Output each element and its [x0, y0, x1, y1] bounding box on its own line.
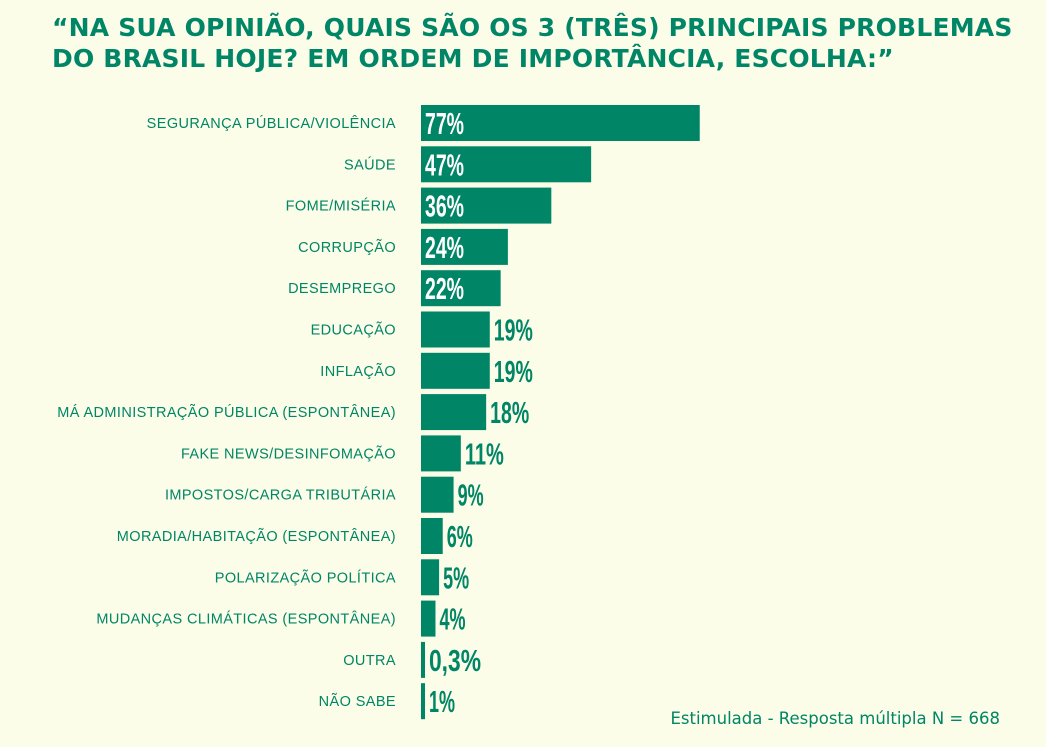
bar: [421, 228, 508, 265]
value-label: 11%: [465, 436, 504, 471]
category-label: OUTRA: [343, 653, 396, 669]
category-label: MÁ ADMINISTRAÇÃO PÚBLICA (ESPONTÂNEA): [57, 404, 396, 421]
bar: [421, 435, 461, 472]
bars-layer: SEGURANÇA PÚBLICA/VIOLÊNCIA 77% SAÚDE 47% FO…: [57, 105, 700, 720]
category-label: EDUCAÇÃO: [311, 322, 396, 339]
category-label: SEGURANÇA PÚBLICA/VIOLÊNCIA: [147, 115, 396, 132]
bar: [421, 476, 454, 513]
value-label: 9%: [458, 478, 484, 513]
chart-title-line-1: “NA SUA OPINIÃO, QUAIS SÃO OS 3 (TRÊS) P…: [52, 13, 1013, 42]
value-label: 19%: [494, 313, 533, 348]
bar: [421, 352, 490, 389]
value-label: 47%: [425, 147, 464, 182]
bar: [421, 559, 440, 596]
value-label: 0,3%: [429, 643, 481, 678]
chart-footnote: Estimulada - Resposta múltipla N = 668: [670, 709, 1000, 728]
value-label: 36%: [425, 189, 464, 224]
bar: [421, 270, 501, 307]
bar: [421, 394, 487, 431]
category-label: FAKE NEWS/DESINFOMAÇÃO: [181, 445, 396, 462]
bar: [421, 518, 443, 554]
value-label: 6%: [447, 519, 473, 554]
bar: [421, 105, 700, 141]
bar: [421, 600, 436, 637]
chart-title: “NA SUA OPINIÃO, QUAIS SÃO OS 3 (TRÊS) P…: [52, 12, 1012, 74]
bar: [421, 683, 425, 720]
value-label: 22%: [425, 271, 464, 306]
category-label: MUDANÇAS CLIMÁTICAS (ESPONTÂNEA): [96, 611, 396, 628]
bar: [421, 146, 592, 183]
value-label: 77%: [425, 106, 464, 141]
value-label: 24%: [425, 230, 464, 265]
category-label: IMPOSTOS/CARGA TRIBUTÁRIA: [165, 487, 396, 504]
bar: [421, 311, 490, 348]
category-label: DESEMPREGO: [288, 281, 396, 297]
bar: [421, 641, 425, 678]
value-label: 18%: [490, 395, 529, 430]
category-label: POLARIZAÇÃO POLÍTICA: [215, 569, 396, 586]
value-label: 5%: [443, 560, 469, 595]
bar: [421, 187, 552, 224]
category-label: FOME/MISÉRIA: [286, 198, 396, 215]
value-label: 1%: [429, 684, 455, 719]
chart-title-line-2: DO BRASIL HOJE? EM ORDEM DE IMPORTÂNCIA,…: [52, 44, 894, 73]
category-label: MORADIA/HABITAÇÃO (ESPONTÂNEA): [117, 528, 396, 545]
value-label: 19%: [494, 354, 533, 389]
category-label: NÃO SABE: [319, 693, 396, 710]
category-label: CORRUPÇÃO: [298, 239, 396, 256]
value-label: 4%: [439, 602, 465, 637]
category-label: INFLAÇÃO: [320, 363, 396, 380]
category-label: SAÚDE: [344, 156, 396, 173]
